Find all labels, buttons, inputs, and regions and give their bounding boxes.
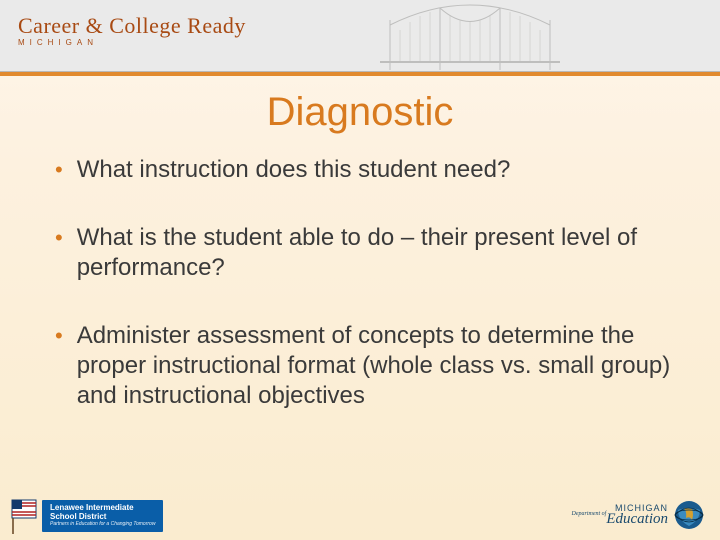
content-area: • What instruction does this student nee… [55, 155, 675, 449]
slide-title: Diagnostic [0, 90, 720, 135]
bullet-dot-icon: • [55, 321, 63, 351]
bullet-text: What instruction does this student need? [77, 155, 675, 185]
brand-logo: Career & College Ready MICHIGAN [18, 14, 246, 47]
mde-line2: Department ofEducation [572, 512, 668, 526]
bullet-text: What is the student able to do – their p… [77, 223, 675, 283]
isd-tagline: Partners in Education for a Changing Tom… [50, 522, 155, 528]
bullet-dot-icon: • [55, 155, 63, 185]
bullet-item: • What is the student able to do – their… [55, 223, 675, 283]
header-banner: Career & College Ready MICHIGAN [0, 0, 720, 72]
isd-flag-icon [10, 498, 38, 534]
isd-banner: Lenawee Intermediate School District Par… [42, 500, 163, 531]
bullet-dot-icon: • [55, 223, 63, 253]
brand-line2: MICHIGAN [18, 39, 246, 47]
mde-line2-main: Education [606, 511, 668, 527]
globe-icon [672, 498, 706, 532]
footer-right-logo: MICHIGAN Department ofEducation [572, 498, 706, 532]
mde-text: MICHIGAN Department ofEducation [572, 504, 668, 527]
bullet-item: • Administer assessment of concepts to d… [55, 321, 675, 411]
mde-dept-prefix: Department of [572, 511, 607, 517]
bullet-item: • What instruction does this student nee… [55, 155, 675, 185]
slide: Career & College Ready MICHIGAN Diagnost… [0, 0, 720, 540]
footer-left-logo: Lenawee Intermediate School District Par… [10, 498, 163, 534]
brand-line1: Career & College Ready [18, 14, 246, 37]
bridge-image [380, 0, 560, 72]
bullet-text: Administer assessment of concepts to det… [77, 321, 675, 411]
